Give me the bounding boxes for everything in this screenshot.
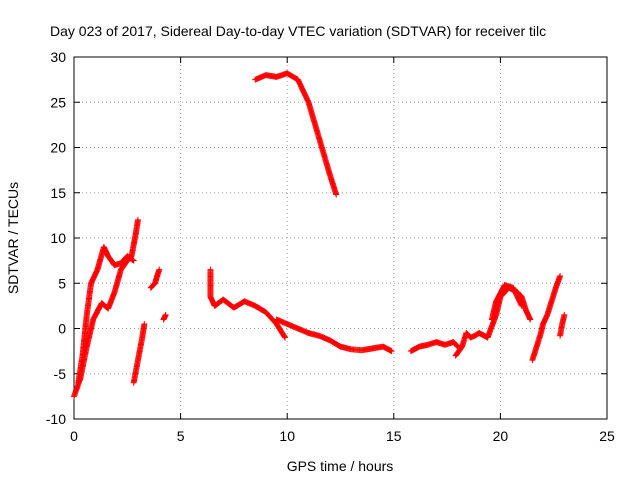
y-tick-label: 10 [50, 230, 66, 246]
x-tick-label: 15 [386, 428, 402, 444]
plot-frame [73, 56, 608, 420]
series-seg8 [273, 316, 395, 355]
data-points [71, 70, 568, 400]
y-tick-label: 15 [50, 185, 66, 201]
x-tick-label: 20 [493, 428, 509, 444]
y-tick-label: -10 [46, 411, 66, 427]
x-tick-label: 10 [279, 428, 295, 444]
x-tick-label: 5 [177, 428, 185, 444]
x-tick-label: 0 [70, 428, 78, 444]
data-point-markers [452, 330, 483, 359]
chart-title: Day 023 of 2017, Sidereal Day-to-day VTE… [50, 23, 546, 39]
y-tick-label: -5 [54, 366, 67, 382]
y-tick-label: 0 [58, 321, 66, 337]
series-seg14 [529, 273, 564, 364]
series-seg11 [452, 330, 483, 359]
series-seg12 [476, 284, 534, 341]
series-seg10 [407, 339, 461, 355]
data-point-markers [476, 284, 534, 341]
series-seg13 [488, 282, 525, 323]
series-seg5 [130, 320, 148, 386]
grid [74, 57, 607, 419]
series-seg3 [147, 266, 163, 291]
data-point-markers [407, 339, 461, 355]
y-tick-label: 5 [58, 275, 66, 291]
y-tick-label: 25 [50, 94, 66, 110]
data-point-markers [147, 266, 163, 291]
data-point-markers [557, 311, 568, 339]
y-tick-label: 20 [50, 140, 66, 156]
x-tick-label: 25 [599, 428, 615, 444]
y-axis-label: SDTVAR / TECUs [5, 182, 21, 294]
data-point-markers [160, 311, 169, 323]
data-point-markers [130, 320, 148, 386]
x-axis-label: GPS time / hours [287, 458, 394, 474]
data-point-markers [488, 282, 525, 323]
series-seg2 [75, 244, 137, 386]
y-tick-label: 30 [50, 49, 66, 65]
data-point-markers [211, 296, 289, 341]
data-point-markers [529, 273, 564, 364]
data-point-markers [252, 70, 340, 198]
series-seg4 [160, 311, 169, 323]
data-point-markers [273, 316, 395, 355]
data-point-markers [75, 244, 137, 386]
series-seg9 [252, 70, 340, 198]
axis-ticks: 0 5 10 15 20 25 -10 -5 0 5 10 15 20 25 30 [46, 49, 615, 444]
series-seg15 [557, 311, 568, 339]
series-seg7 [211, 296, 289, 341]
